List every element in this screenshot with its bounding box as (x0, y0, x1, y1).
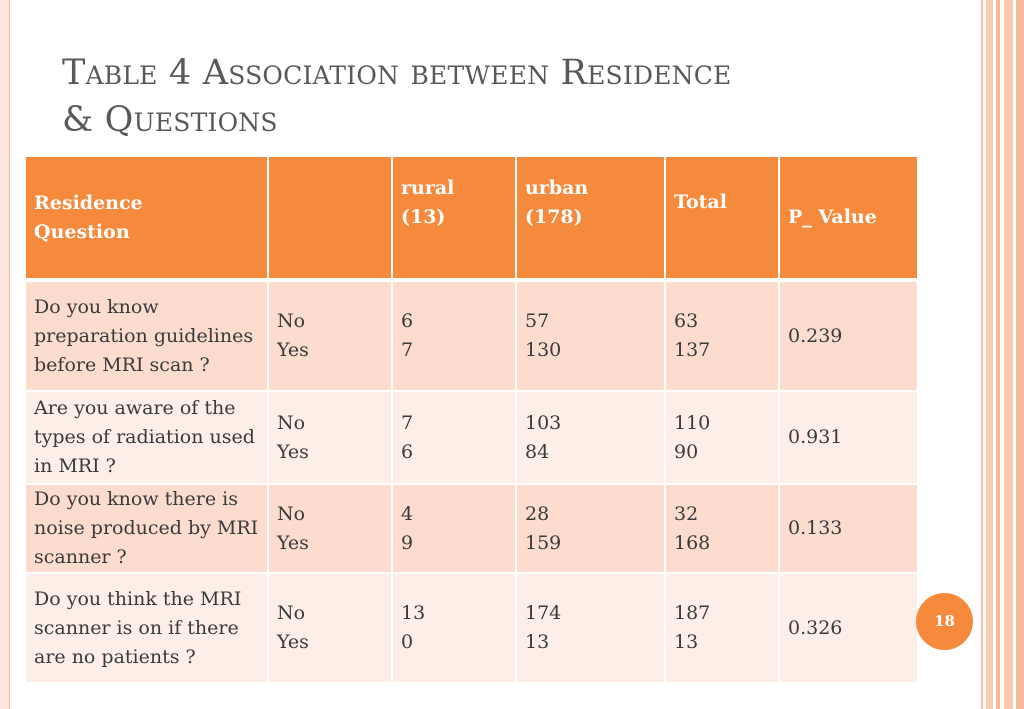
slide-title-line-1: Table 4 Association between Residence (62, 53, 732, 93)
table-row: Do you know there is noise produced by M… (24, 483, 919, 574)
rural-cell: 6 7 (391, 279, 517, 392)
rural-no-value: 7 (401, 411, 414, 434)
p-value-cell: 0.326 (778, 572, 919, 684)
total-no-value: 187 (674, 602, 711, 624)
urban-yes-value: 84 (525, 440, 550, 463)
header-question-label: Question (34, 220, 130, 243)
total-yes-value: 137 (674, 339, 711, 361)
header-rural-label: rural (401, 176, 455, 199)
total-cell: 32 168 (664, 483, 780, 574)
rural-yes-value: 6 (401, 440, 414, 463)
urban-yes-value: 13 (525, 631, 550, 653)
answer-no-label: No (277, 602, 306, 624)
table-row: Do you think the MRI scanner is on if th… (24, 572, 919, 684)
answer-cell: No Yes (267, 279, 393, 392)
rural-no-value: 13 (401, 602, 426, 624)
slide-title: Table 4 Association between Residence & … (62, 50, 942, 144)
header-total: Total (664, 155, 780, 281)
total-no-value: 63 (674, 310, 699, 332)
rural-no-value: 4 (401, 502, 414, 525)
rural-yes-value: 0 (401, 631, 414, 653)
urban-cell: 174 13 (515, 572, 666, 684)
header-rural: rural (13) (391, 155, 517, 281)
total-cell: 63 137 (664, 279, 780, 392)
header-urban-label: urban (525, 176, 589, 199)
answer-no-label: No (277, 310, 306, 332)
urban-no-value: 103 (525, 411, 562, 434)
table-row: Are you aware of the types of radiation … (24, 390, 919, 485)
header-urban: urban (178) (515, 155, 666, 281)
header-p-value: P_ Value (778, 155, 919, 281)
answer-no-label: No (277, 411, 306, 434)
header-total-label: Total (674, 191, 727, 213)
rural-yes-value: 7 (401, 339, 414, 361)
question-cell: Do you know preparation guidelines befor… (24, 279, 269, 392)
association-table: Residence Question rural (13) urban (178… (24, 155, 919, 684)
answer-yes-label: Yes (277, 531, 309, 554)
urban-yes-value: 159 (525, 531, 562, 554)
total-yes-value: 90 (674, 440, 699, 463)
right-stripe-decoration (1004, 0, 1013, 709)
urban-cell: 28 159 (515, 483, 666, 574)
urban-no-value: 174 (525, 602, 562, 624)
answer-no-label: No (277, 502, 306, 525)
right-stripe-decoration (981, 0, 983, 709)
header-urban-count: (178) (525, 205, 583, 228)
question-cell: Are you aware of the types of radiation … (24, 390, 269, 485)
right-stripe-decoration (986, 0, 993, 709)
total-yes-value: 13 (674, 631, 699, 653)
right-stripe-decoration (1016, 0, 1024, 709)
table-header-row: Residence Question rural (13) urban (178… (24, 155, 919, 281)
total-no-value: 110 (674, 411, 711, 434)
header-residence-label: Residence (34, 191, 143, 214)
rural-cell: 13 0 (391, 572, 517, 684)
answer-cell: No Yes (267, 390, 393, 485)
answer-cell: No Yes (267, 483, 393, 574)
question-cell: Do you know there is noise produced by M… (24, 483, 269, 574)
answer-yes-label: Yes (277, 631, 309, 653)
answer-cell: No Yes (267, 572, 393, 684)
page-number-badge: 18 (916, 593, 973, 650)
total-cell: 187 13 (664, 572, 780, 684)
header-rural-count: (13) (401, 205, 446, 228)
p-value-cell: 0.133 (778, 483, 919, 574)
slide-title-line-2: & Questions (62, 100, 278, 140)
urban-no-value: 28 (525, 502, 550, 525)
urban-no-value: 57 (525, 310, 550, 332)
table-row: Do you know preparation guidelines befor… (24, 279, 919, 392)
total-no-value: 32 (674, 502, 699, 525)
rural-cell: 4 9 (391, 483, 517, 574)
question-cell: Do you think the MRI scanner is on if th… (24, 572, 269, 684)
rural-no-value: 6 (401, 310, 414, 332)
total-yes-value: 168 (674, 531, 711, 554)
p-value-cell: 0.239 (778, 279, 919, 392)
header-residence-question: Residence Question (24, 155, 269, 281)
left-border-decoration (0, 0, 10, 709)
rural-cell: 7 6 (391, 390, 517, 485)
header-p-value-label: P_ Value (788, 206, 877, 228)
urban-yes-value: 130 (525, 339, 562, 361)
total-cell: 110 90 (664, 390, 780, 485)
right-stripe-decoration (996, 0, 1000, 709)
urban-cell: 103 84 (515, 390, 666, 485)
answer-yes-label: Yes (277, 440, 309, 463)
urban-cell: 57 130 (515, 279, 666, 392)
header-answer-blank (267, 155, 393, 281)
p-value-cell: 0.931 (778, 390, 919, 485)
rural-yes-value: 9 (401, 531, 414, 554)
answer-yes-label: Yes (277, 339, 309, 361)
